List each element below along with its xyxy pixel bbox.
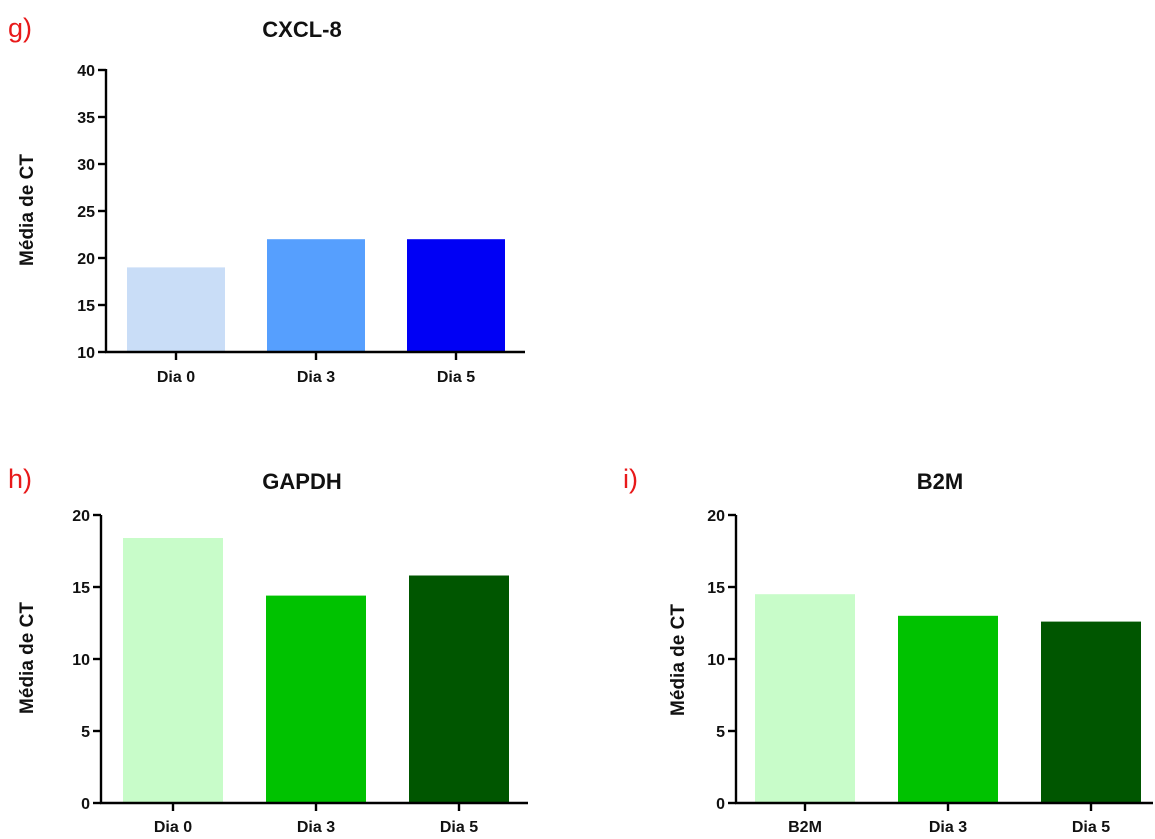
y-tick-label-i-5: 5 — [716, 724, 725, 741]
bar-g-c — [407, 239, 505, 352]
x-ticks-i: B2M Dia 3 Dia 5 — [788, 803, 1110, 836]
y-tick-label-g-10: 10 — [77, 345, 95, 362]
x-tick-label-i-b: Dia 3 — [929, 819, 967, 836]
bar-i-c — [1041, 621, 1141, 803]
panel-i: i) B2M Média de CT 0 5 10 15 20 B2M Dia 3 Dia … — [623, 464, 1153, 836]
y-tick-label-g-20: 20 — [77, 251, 95, 268]
chart-title-i: B2M — [917, 469, 963, 494]
x-tick-label-g-a: Dia 0 — [157, 369, 195, 386]
x-tick-label-h-b: Dia 3 — [297, 819, 335, 836]
y-tick-label-h-0: 0 — [81, 796, 90, 813]
bars-h — [123, 538, 509, 803]
y-tick-label-i-0: 0 — [716, 796, 725, 813]
bars-g — [127, 239, 505, 352]
bar-h-a — [123, 538, 223, 803]
y-tick-label-g-25: 25 — [77, 204, 95, 221]
panel-label-g: g) — [8, 13, 32, 43]
y-tick-label-i-15: 15 — [707, 580, 725, 597]
bar-i-a — [755, 594, 855, 803]
y-tick-label-h-10: 10 — [72, 652, 90, 669]
y-ticks-h: 0 5 10 15 20 — [72, 508, 101, 813]
chart-title-g: CXCL-8 — [262, 17, 341, 42]
y-ticks-g: 10 15 20 25 30 35 40 — [77, 63, 106, 362]
chart-title-h: GAPDH — [262, 469, 341, 494]
panel-label-h: h) — [8, 464, 32, 494]
x-tick-label-i-c: Dia 5 — [1072, 819, 1110, 836]
y-tick-label-i-10: 10 — [707, 652, 725, 669]
y-tick-label-g-40: 40 — [77, 63, 95, 80]
bar-h-c — [409, 575, 509, 803]
x-tick-label-g-b: Dia 3 — [297, 369, 335, 386]
x-tick-label-i-a: B2M — [788, 819, 822, 836]
panel-h: h) GAPDH Média de CT 0 5 10 15 20 Dia 0 Dia 3… — [8, 464, 528, 836]
y-tick-label-h-20: 20 — [72, 508, 90, 525]
y-axis-label-g: Média de CT — [17, 154, 38, 266]
x-tick-label-h-a: Dia 0 — [154, 819, 192, 836]
x-ticks-g: Dia 0 Dia 3 Dia 5 — [157, 352, 475, 386]
y-tick-label-g-30: 30 — [77, 157, 95, 174]
x-ticks-h: Dia 0 Dia 3 Dia 5 — [154, 803, 478, 836]
panel-g: g) CXCL-8 Média de CT 10 15 20 25 30 35 40 Dia… — [8, 13, 525, 386]
x-tick-label-h-c: Dia 5 — [440, 819, 478, 836]
x-tick-label-g-c: Dia 5 — [437, 369, 475, 386]
y-ticks-i: 0 5 10 15 20 — [707, 508, 736, 813]
bar-g-a — [127, 267, 225, 352]
bar-g-b — [267, 239, 365, 352]
y-tick-label-i-20: 20 — [707, 508, 725, 525]
y-axis-label-h: Média de CT — [17, 602, 38, 714]
y-tick-label-h-15: 15 — [72, 580, 90, 597]
panel-label-i: i) — [623, 464, 638, 494]
bars-i — [755, 594, 1141, 803]
y-tick-label-g-35: 35 — [77, 110, 95, 127]
bar-i-b — [898, 615, 998, 803]
y-axis-label-i: Média de CT — [668, 604, 689, 716]
bar-h-b — [266, 595, 366, 803]
y-tick-label-g-15: 15 — [77, 298, 95, 315]
y-tick-label-h-5: 5 — [81, 724, 90, 741]
